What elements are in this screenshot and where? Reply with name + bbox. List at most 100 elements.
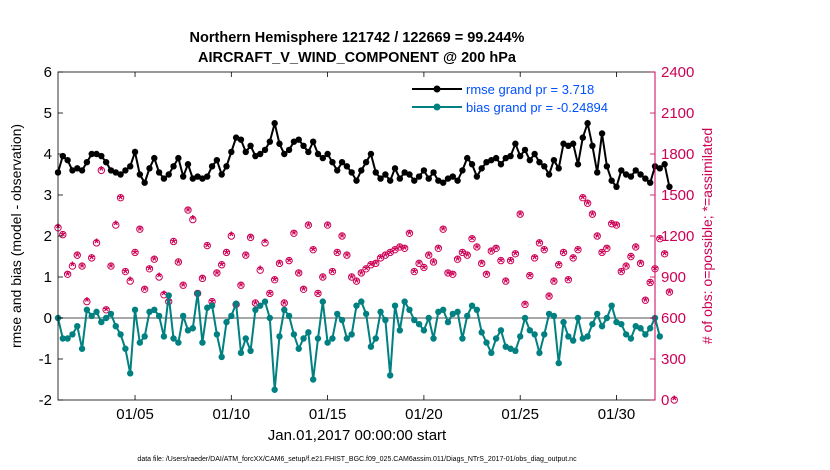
y-tick-label-left: 4 — [44, 146, 52, 163]
obs-assimilated-point: * — [508, 254, 514, 269]
rmse-point — [189, 175, 197, 182]
rmse-point — [146, 165, 153, 172]
rmse-point — [353, 177, 360, 184]
obs-possible-point — [468, 235, 476, 243]
bias-point — [555, 359, 562, 367]
rmse-point — [285, 146, 293, 154]
obs-assimilated-point: * — [373, 257, 379, 272]
obs-assimilated-point: * — [190, 212, 196, 227]
bias-point — [574, 314, 582, 322]
obs-possible-point — [583, 199, 592, 207]
obs-assimilated-point: * — [590, 208, 596, 223]
rmse-bias-series — [54, 119, 673, 393]
y-tick-label-left: 5 — [44, 105, 52, 122]
y-axis-label-right: # of obs: o=possible; *=assimilated — [699, 128, 715, 344]
obs-assimilated-point: * — [527, 270, 533, 285]
obs-count-series: * * * * * * * * * * * * * * * * * * * * * * * * * * * * * * * * * * * * * * * *… — [54, 163, 678, 408]
bias-point — [459, 335, 466, 342]
bias-point — [131, 306, 139, 313]
bias-point — [295, 345, 302, 352]
obs-possible-point — [246, 233, 255, 242]
obs-possible-point — [270, 276, 279, 284]
legend-bias-label: bias grand pr = -0.24894 — [466, 100, 608, 115]
x-tick-label: 01/30 — [598, 406, 636, 423]
obs-assimilated-point: * — [479, 257, 485, 272]
obs-possible-point — [213, 269, 221, 277]
bias-point — [281, 306, 288, 313]
obs-possible-point — [237, 281, 245, 289]
obs-possible-point — [131, 248, 139, 257]
bias-point — [324, 339, 331, 346]
bias-point — [613, 318, 620, 326]
bias-point — [372, 335, 379, 342]
obs-possible-point — [140, 285, 149, 293]
obs-assimilated-point: * — [436, 242, 442, 257]
rmse-point — [512, 140, 519, 147]
obs-possible-point — [78, 262, 86, 270]
bias-point — [175, 339, 182, 346]
rmse-point — [382, 171, 389, 178]
bias-point — [160, 333, 168, 340]
obs-assimilated-point: * — [672, 393, 678, 408]
bias-point — [536, 349, 543, 357]
rmse-point — [98, 152, 105, 160]
bias-point — [127, 370, 134, 377]
obs-possible-point — [347, 273, 356, 281]
y-tick-label-left: 1 — [44, 269, 52, 286]
bias-point — [531, 331, 538, 338]
bias-point — [622, 331, 630, 338]
obs-assimilated-point: * — [445, 267, 451, 282]
obs-possible-point — [429, 258, 438, 266]
legend-bias-marker — [433, 103, 441, 111]
obs-assimilated-point: * — [89, 252, 95, 267]
chart-title: Northern Hemisphere 121742 / 122669 = 99… — [190, 30, 525, 46]
rmse-point — [488, 156, 495, 164]
obs-assimilated-point: * — [417, 257, 423, 272]
bias-point — [565, 333, 572, 340]
x-axis-label: Jan.01,2017 00:00:00 start — [268, 427, 447, 444]
rmse-point — [449, 173, 456, 180]
rmse-point — [208, 163, 216, 170]
obs-possible-point — [477, 259, 486, 268]
obs-assimilated-point: * — [176, 256, 182, 271]
bias-point — [309, 376, 317, 383]
bias-point — [319, 298, 326, 305]
bias-point — [454, 308, 461, 316]
rmse-point — [531, 150, 538, 158]
obs-assimilated-point: * — [643, 294, 649, 309]
rmse-point — [589, 142, 596, 149]
obs-possible-point — [145, 265, 154, 273]
bias-point — [550, 312, 558, 320]
rmse-point — [613, 183, 620, 190]
x-tick-label: 01/20 — [405, 406, 443, 423]
obs-possible-point — [169, 237, 178, 246]
obs-possible-point — [189, 215, 197, 224]
rmse-point — [507, 152, 514, 160]
obs-assimilated-point: * — [354, 275, 360, 290]
obs-assimilated-point: * — [253, 297, 259, 312]
obs-assimilated-point: * — [301, 283, 307, 298]
obs-assimilated-point: * — [219, 259, 225, 274]
rmse-point — [516, 152, 524, 160]
obs-assimilated-point: * — [55, 220, 61, 235]
obs-possible-point — [603, 244, 611, 253]
obs-assimilated-point: * — [484, 268, 490, 283]
bias-point — [608, 302, 615, 309]
obs-assimilated-point: * — [412, 265, 418, 280]
obs-possible-point — [280, 299, 288, 307]
bias-point — [594, 310, 601, 318]
obs-assimilated-point: * — [397, 241, 403, 256]
rmse-point — [271, 120, 278, 127]
bias-point — [266, 314, 274, 322]
bias-point — [584, 333, 591, 340]
obs-possible-point — [670, 396, 678, 404]
y-tick-label-left: 3 — [44, 187, 52, 204]
obs-possible-point — [646, 278, 654, 287]
bias-point — [646, 325, 654, 332]
obs-possible-point — [198, 274, 207, 283]
rmse-point — [184, 161, 192, 168]
bias-point — [141, 333, 148, 340]
bias-point — [170, 335, 177, 342]
obs-possible-point — [203, 241, 211, 250]
